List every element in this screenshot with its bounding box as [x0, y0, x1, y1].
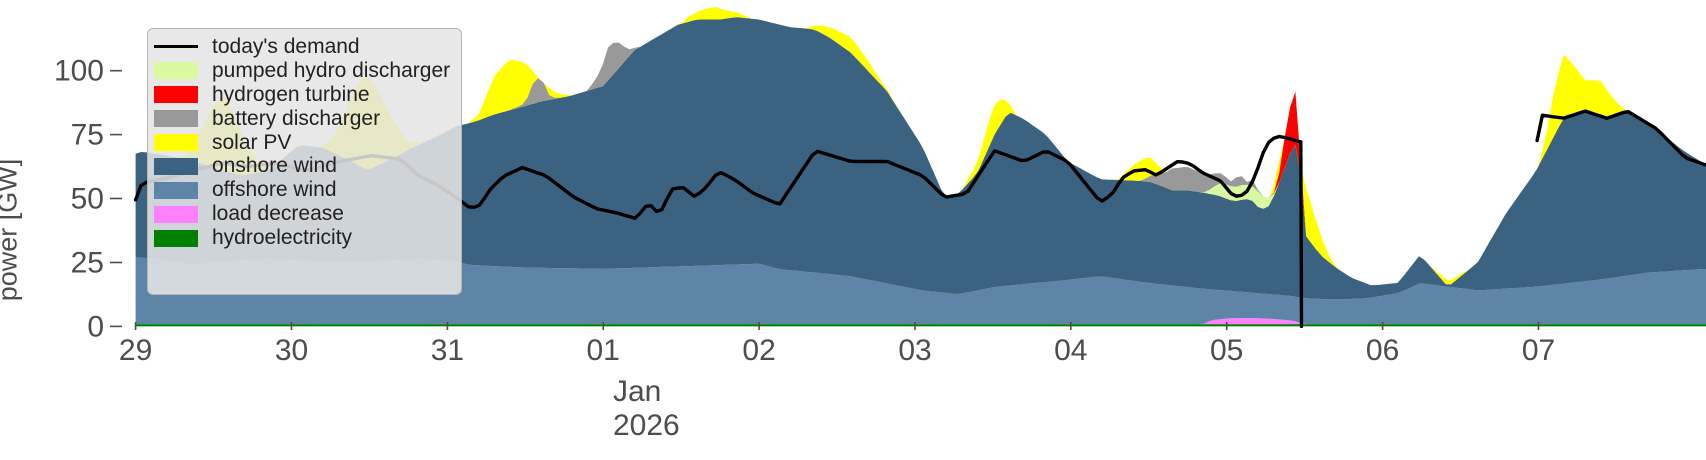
svg-text:03: 03 — [898, 334, 931, 367]
svg-text:25: 25 — [71, 247, 104, 280]
svg-text:04: 04 — [1054, 334, 1087, 367]
svg-text:01: 01 — [587, 334, 620, 367]
svg-text:06: 06 — [1366, 334, 1399, 367]
svg-text:30: 30 — [275, 334, 308, 367]
svg-text:50: 50 — [71, 183, 104, 216]
svg-text:31: 31 — [431, 334, 464, 367]
svg-text:75: 75 — [71, 119, 104, 152]
svg-text:0: 0 — [87, 310, 104, 343]
svg-text:29: 29 — [119, 334, 152, 367]
svg-text:100: 100 — [54, 55, 104, 88]
svg-text:07: 07 — [1522, 334, 1555, 367]
svg-text:02: 02 — [742, 334, 775, 367]
svg-text:05: 05 — [1210, 334, 1243, 367]
